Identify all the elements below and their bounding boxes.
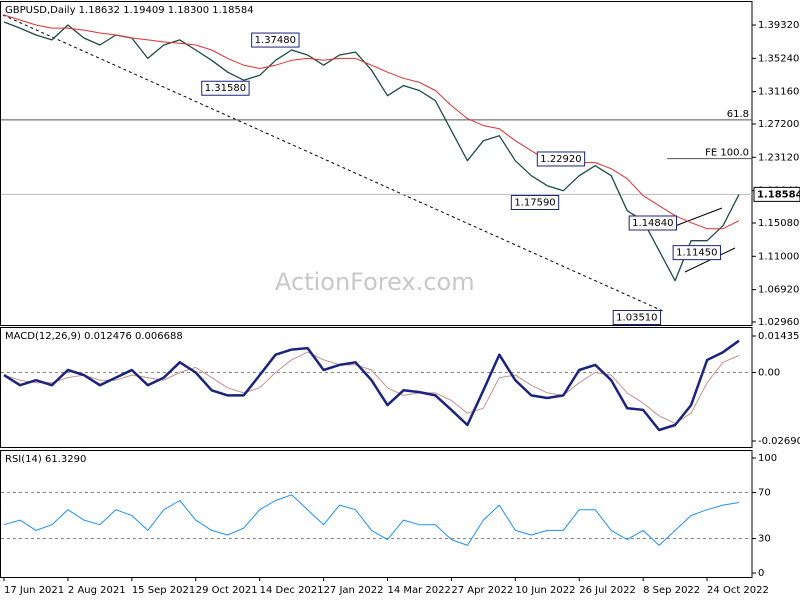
level-label: FE 100.0 bbox=[705, 148, 749, 159]
level-label: 61.8 bbox=[727, 109, 749, 120]
x-tick-label: 14 Mar 2022 bbox=[387, 585, 450, 596]
y-tick-label: 1.02960 bbox=[758, 317, 799, 328]
y-tick-label: 1.31160 bbox=[758, 87, 799, 98]
watermark: ActionForex.com bbox=[275, 268, 475, 296]
annotation-label: 1.11450 bbox=[676, 248, 717, 259]
annotation-box bbox=[536, 151, 586, 167]
x-tick-label: 26 Jul 2022 bbox=[579, 585, 636, 596]
pane-title: MACD(12,26,9) 0.012476 0.006688 bbox=[5, 331, 183, 342]
y-tick-label: 1.39320 bbox=[758, 20, 799, 31]
annotation-label: 1.14840 bbox=[632, 218, 673, 229]
y-tick-label: 0 bbox=[758, 568, 764, 579]
last-price-label: 1.18584 bbox=[757, 189, 800, 200]
y-tick-label: 1.06920 bbox=[758, 285, 799, 296]
trendline bbox=[2, 14, 666, 313]
x-tick-label: 8 Sep 2022 bbox=[643, 585, 700, 596]
annotation-label: 1.03510 bbox=[616, 312, 657, 323]
annotation-label: 1.31580 bbox=[205, 83, 246, 94]
x-tick-label: 2 Aug 2021 bbox=[68, 585, 126, 596]
channel-line bbox=[674, 207, 723, 227]
annotation-box bbox=[612, 309, 662, 325]
pane-title: GBPUSD,Daily 1.18632 1.19409 1.18300 1.1… bbox=[5, 5, 254, 16]
y-tick-label: 100 bbox=[758, 453, 777, 464]
y-tick-label: 0.00 bbox=[758, 368, 780, 379]
y-tick-label: 1.23120 bbox=[758, 152, 799, 163]
annotation-box bbox=[510, 194, 560, 210]
x-tick-label: 27 Apr 2022 bbox=[451, 585, 513, 596]
price-pane bbox=[0, 1, 753, 326]
annotation-label: 1.17590 bbox=[514, 197, 555, 208]
annotation-label: 1.22920 bbox=[540, 154, 581, 165]
annotation-box bbox=[201, 80, 250, 96]
x-tick-label: 29 Oct 2021 bbox=[196, 585, 258, 596]
annotation-box bbox=[251, 32, 300, 48]
y-tick-label: 1.11000 bbox=[758, 251, 799, 262]
y-tick-label: 0.014351 bbox=[758, 331, 800, 342]
series-line bbox=[3, 14, 740, 230]
y-tick-label: 1.15080 bbox=[758, 218, 799, 229]
x-tick-label: 27 Jan 2022 bbox=[324, 585, 384, 596]
y-tick-label: 70 bbox=[758, 488, 771, 499]
annotation-box bbox=[672, 245, 721, 261]
annotation-box bbox=[628, 215, 678, 231]
annotation-label: 1.37480 bbox=[255, 35, 296, 46]
y-tick-label: 1.35240 bbox=[758, 53, 799, 64]
macd-pane bbox=[0, 327, 753, 448]
y-tick-label: -0.026904 bbox=[758, 436, 800, 447]
x-tick-label: 17 Jun 2021 bbox=[4, 585, 64, 596]
series-line bbox=[3, 494, 740, 546]
y-tick-label: 1.27200 bbox=[758, 119, 799, 130]
x-tick-label: 10 Jun 2022 bbox=[515, 585, 575, 596]
x-tick-label: 14 Dec 2021 bbox=[260, 585, 324, 596]
last-price-box bbox=[753, 186, 800, 202]
series-line bbox=[3, 351, 740, 424]
pane-title: RSI(14) 61.3290 bbox=[5, 454, 86, 465]
series-line bbox=[3, 339, 740, 432]
x-tick-label: 15 Sep 2021 bbox=[132, 585, 195, 596]
y-tick-label: 30 bbox=[758, 533, 771, 544]
x-tick-label: 24 Oct 2022 bbox=[707, 585, 769, 596]
rsi-pane bbox=[0, 450, 753, 578]
